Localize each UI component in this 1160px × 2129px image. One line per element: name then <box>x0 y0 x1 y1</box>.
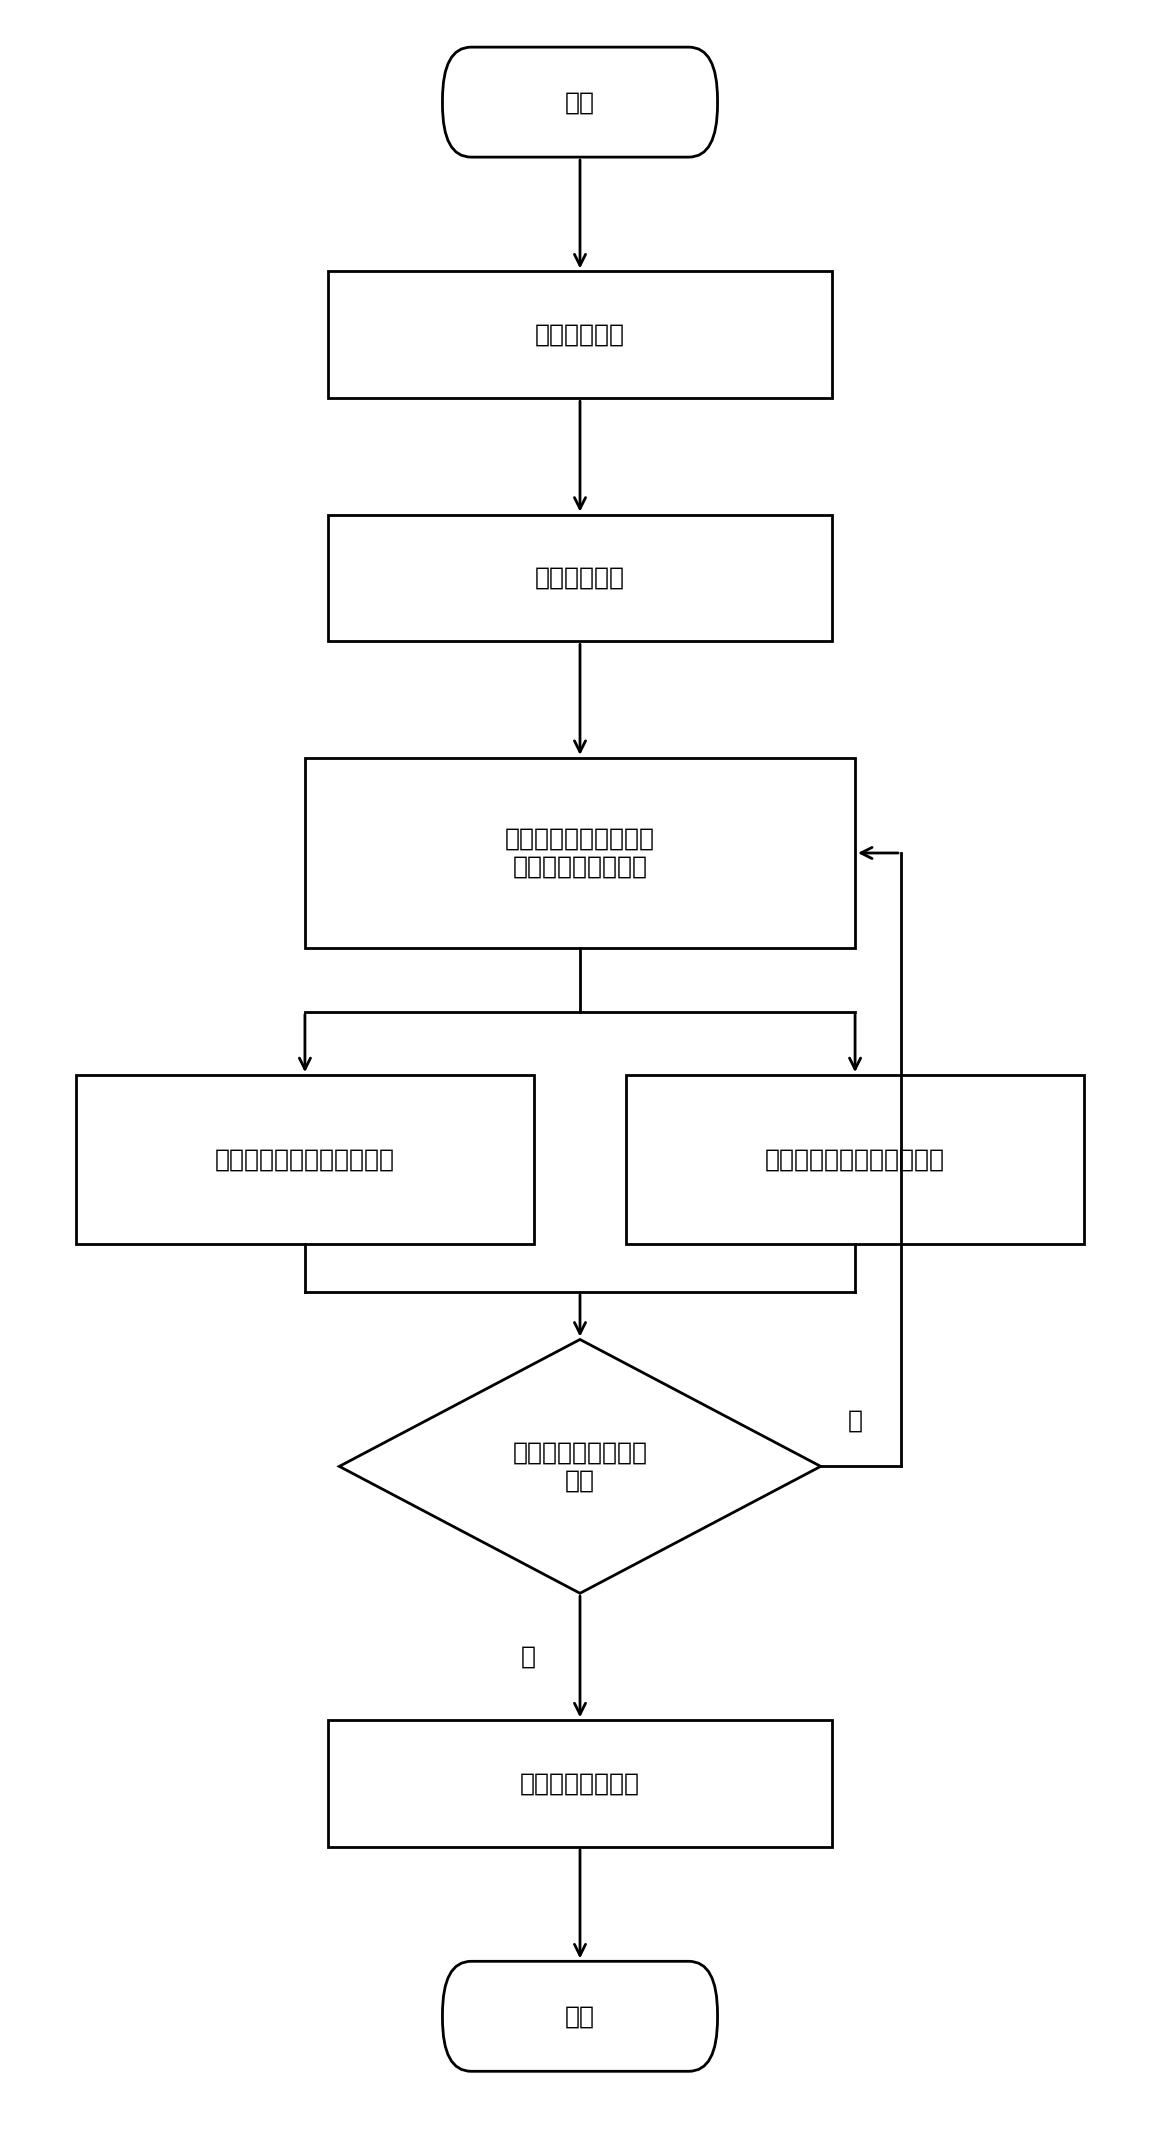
Text: 静态参数测试: 静态参数测试 <box>535 324 625 347</box>
FancyBboxPatch shape <box>442 47 718 158</box>
Text: 器件二进行高温下功率循环: 器件二进行高温下功率循环 <box>766 1148 945 1171</box>
Bar <box>328 515 832 641</box>
Text: 开始: 开始 <box>565 89 595 115</box>
Polygon shape <box>340 1339 820 1592</box>
Text: 结束: 结束 <box>565 2003 595 2029</box>
Bar <box>328 1720 832 1848</box>
Bar <box>626 1075 1085 1243</box>
Text: 静动态参数是否明显
退化: 静动态参数是否明显 退化 <box>513 1441 647 1492</box>
Text: 动态参数测试: 动态参数测试 <box>535 566 625 590</box>
Text: 对比分析退化机理: 对比分析退化机理 <box>520 1771 640 1795</box>
Text: 否: 否 <box>848 1409 863 1433</box>
Text: 确定浪涌电流大小及进
行功率循环温度评估: 确定浪涌电流大小及进 行功率循环温度评估 <box>505 826 655 879</box>
Bar <box>75 1075 534 1243</box>
Bar <box>328 270 832 398</box>
FancyBboxPatch shape <box>442 1961 718 2072</box>
Text: 是: 是 <box>521 1646 536 1669</box>
Bar <box>305 758 855 947</box>
Text: 器件一进行常温下功率循环: 器件一进行常温下功率循环 <box>215 1148 394 1171</box>
